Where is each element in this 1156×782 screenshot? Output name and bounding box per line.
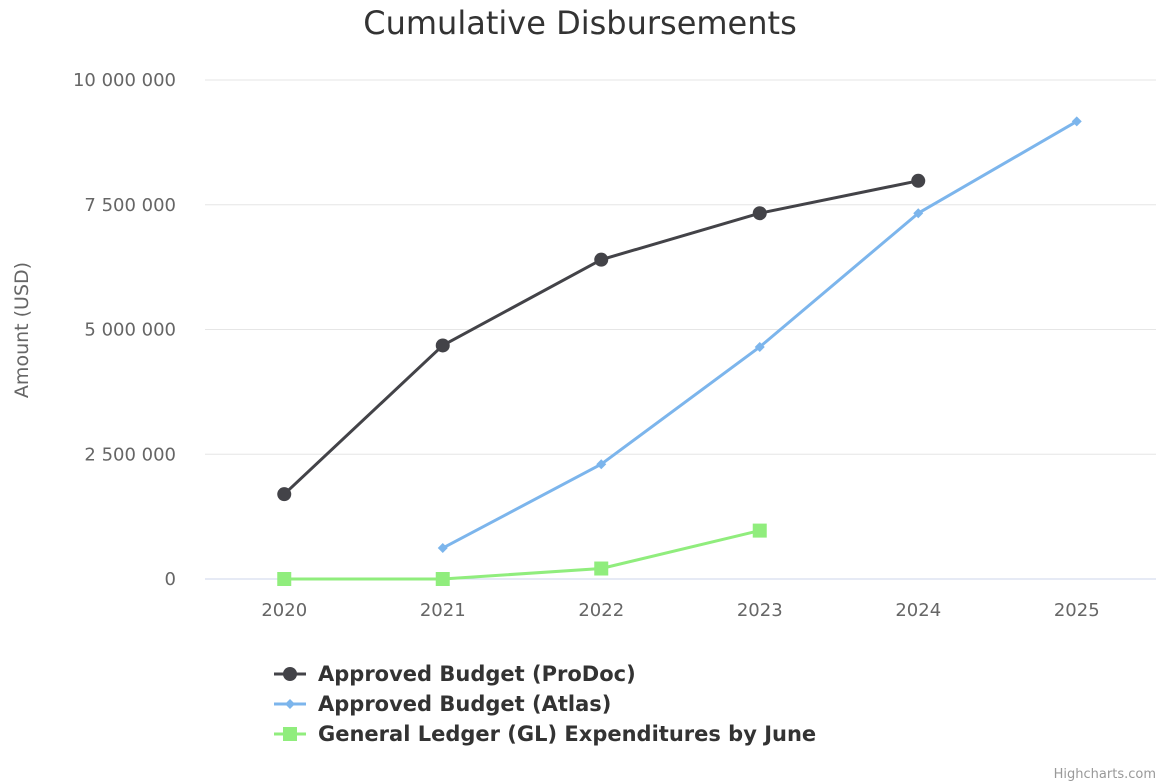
y-tick-label: 10 000 000 [73,70,176,91]
grid-lines [205,79,1156,455]
legend-item[interactable]: Approved Budget (ProDoc) [274,662,636,686]
data-point[interactable] [913,208,924,219]
data-point[interactable] [911,173,926,188]
data-point[interactable] [752,206,767,221]
series-line[interactable] [441,119,1079,550]
legend-label: General Ledger (GL) Expenditures by June [318,722,816,746]
data-point[interactable] [435,338,450,353]
series-line[interactable] [282,179,920,496]
x-tick-label: 2021 [420,600,466,621]
data-point[interactable] [596,459,607,470]
series-1 [277,173,926,502]
legend-label: Approved Budget (ProDoc) [318,662,636,686]
data-point[interactable] [1071,116,1082,127]
data-point[interactable] [437,543,448,554]
series-layer [277,116,1082,586]
x-axis-ticks: 2020 2021 2022 2023 2024 2025 [261,600,1099,621]
legend-symbol-marker [283,727,297,741]
legend-symbol-marker [285,699,295,709]
x-tick-label: 2023 [737,600,783,621]
data-point[interactable] [277,487,292,502]
series-3 [277,523,767,586]
legend-symbol-marker [283,667,297,681]
y-tick-label: 0 [165,569,176,590]
y-tick-label: 2 500 000 [84,444,176,465]
data-point[interactable] [277,572,292,586]
data-point[interactable] [594,561,609,576]
y-axis-label: Amount (USD) [11,262,33,398]
chart-title: Cumulative Disbursements [363,4,796,42]
data-point[interactable] [594,252,609,267]
x-tick-label: 2022 [578,600,624,621]
y-axis-ticks: 0 2 500 000 5 000 000 7 500 000 10 000 000 [73,70,176,590]
legend-label: Approved Budget (Atlas) [318,692,611,716]
x-tick-label: 2025 [1054,600,1100,621]
data-point[interactable] [435,572,450,586]
x-tick-label: 2024 [895,600,941,621]
data-point[interactable] [754,341,765,352]
series-2 [437,116,1082,554]
data-point[interactable] [752,523,767,538]
legend-item[interactable]: Approved Budget (Atlas) [274,692,611,716]
legend-item[interactable]: General Ledger (GL) Expenditures by June [274,722,816,746]
series-line[interactable] [282,529,762,581]
y-tick-label: 7 500 000 [84,195,176,216]
credits-link[interactable]: Highcharts.com [1054,767,1156,782]
y-tick-label: 5 000 000 [84,320,176,341]
legend: Approved Budget (ProDoc) Approved Budget … [274,662,816,746]
x-tick-label: 2020 [261,600,307,621]
